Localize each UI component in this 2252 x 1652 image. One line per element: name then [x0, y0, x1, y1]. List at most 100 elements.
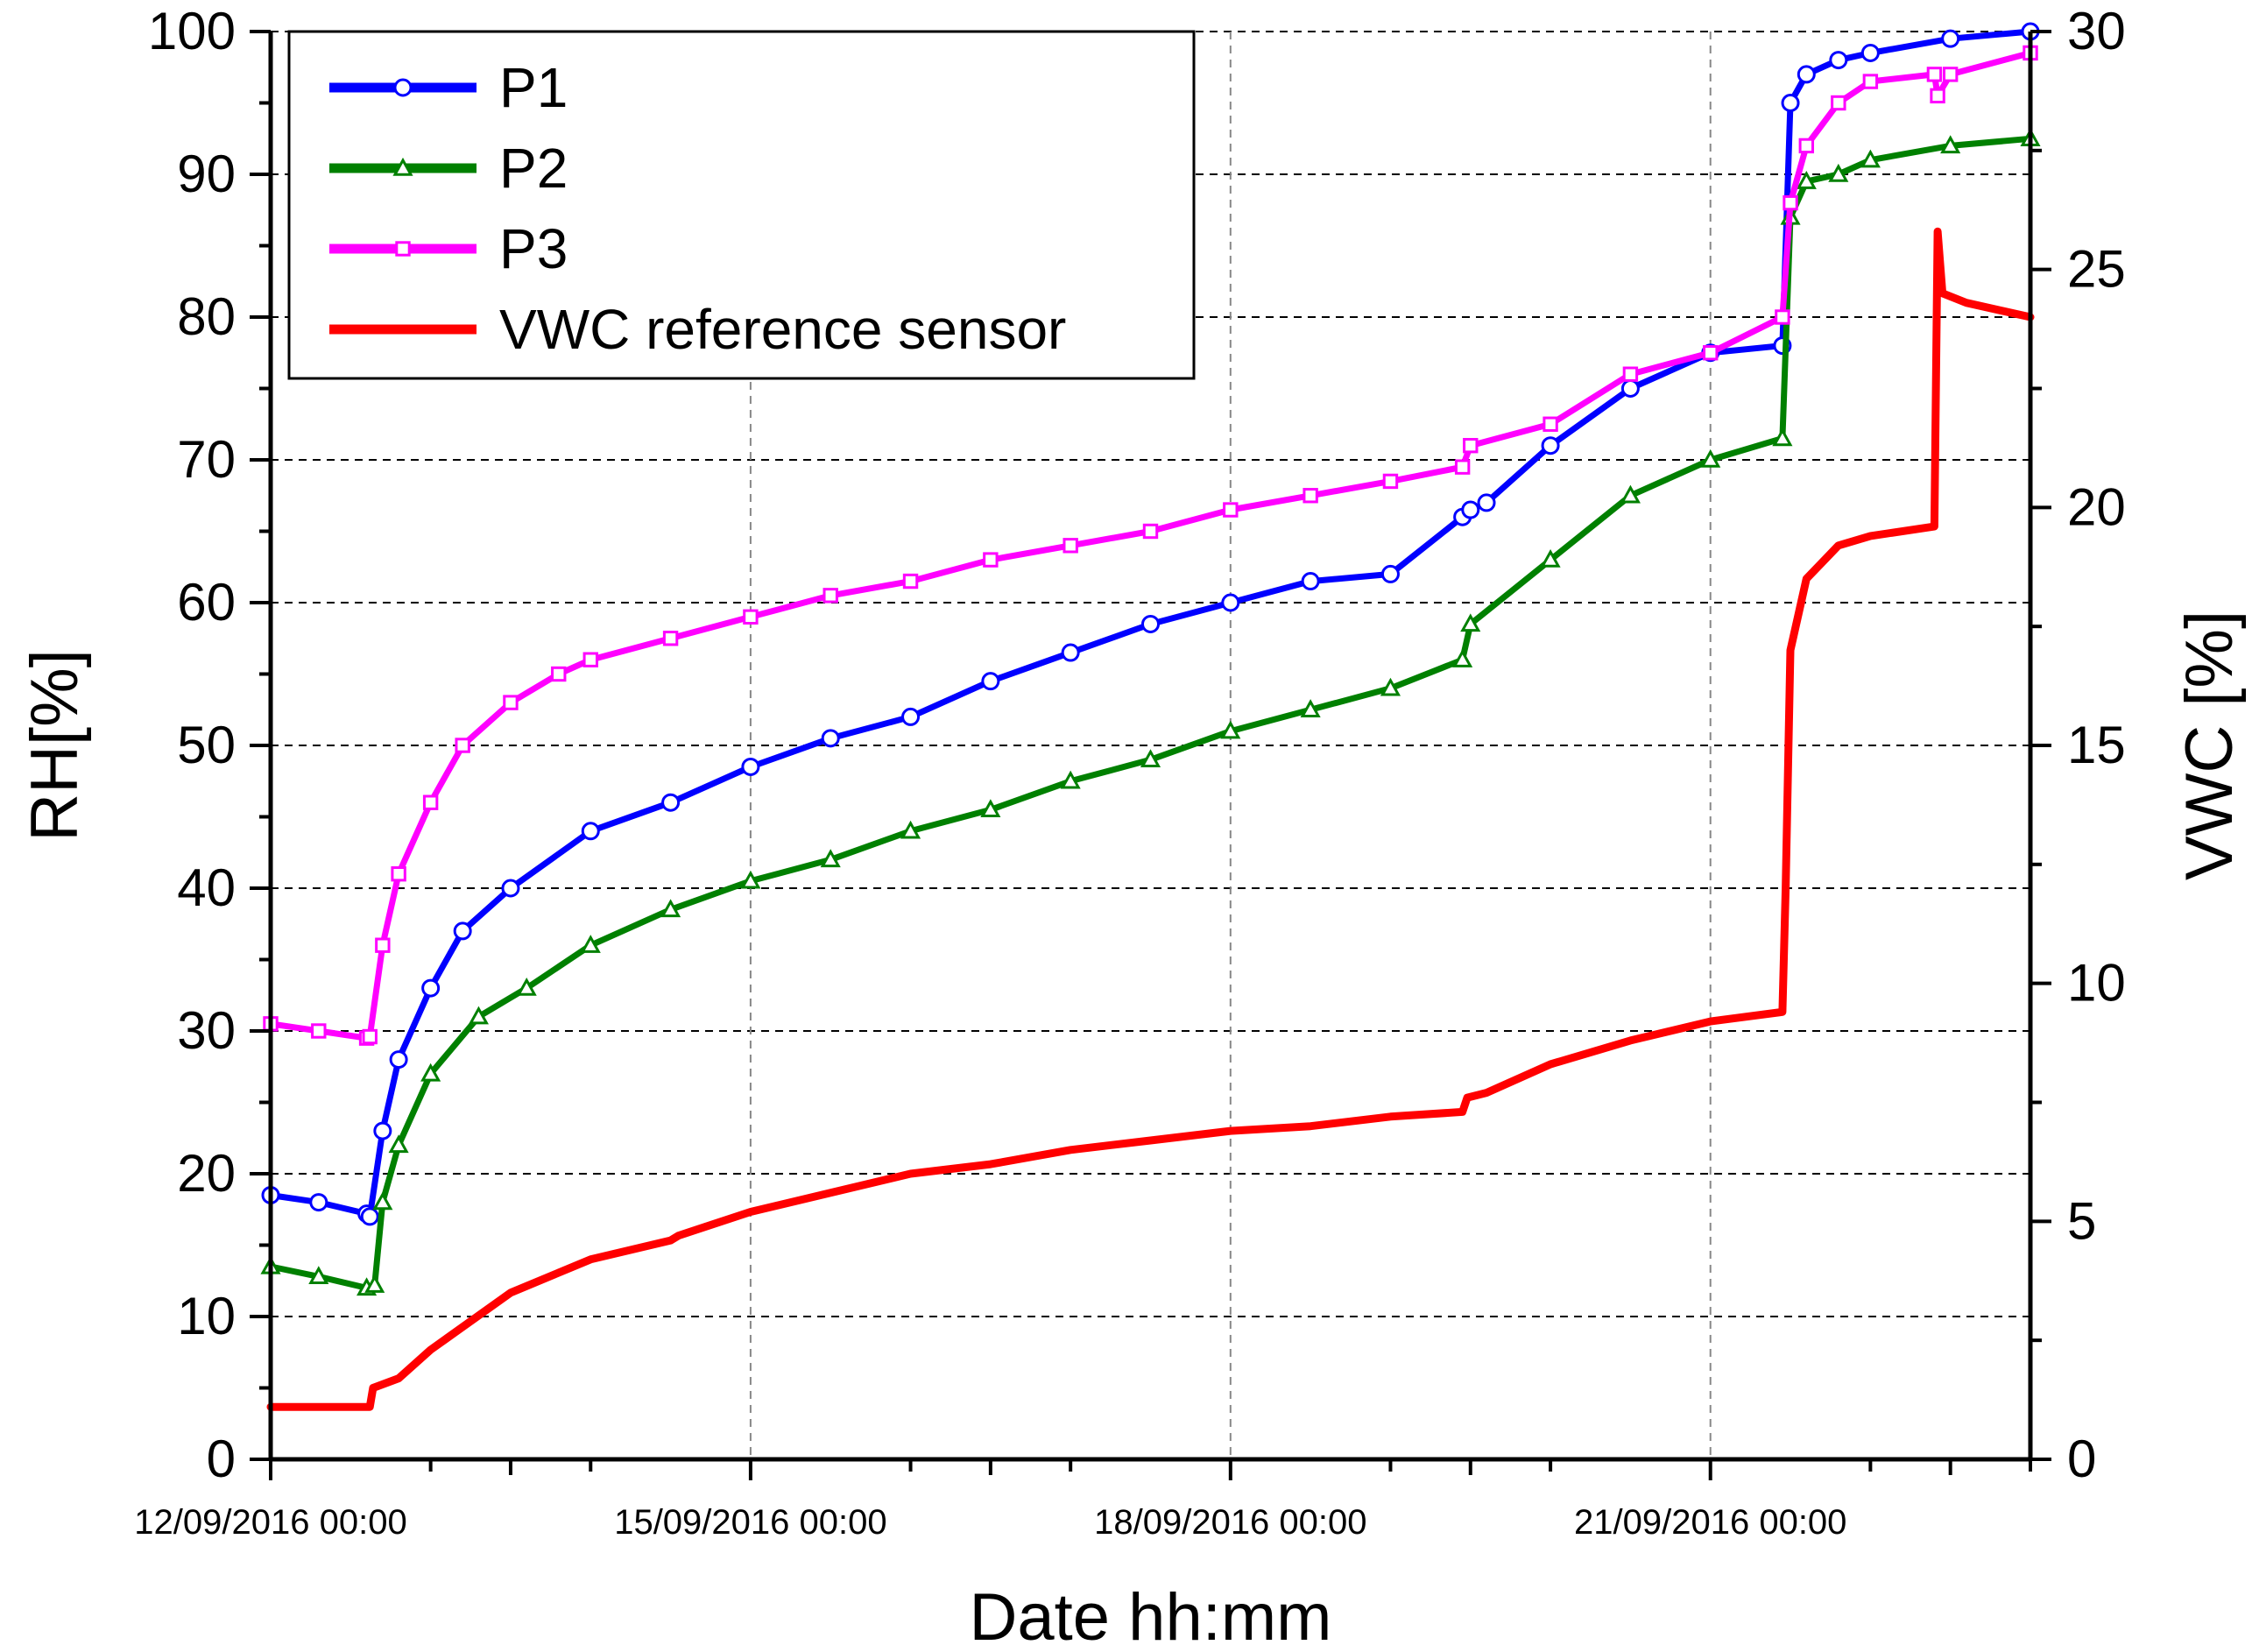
x-tick-label: 12/09/2016 00:00: [134, 1503, 406, 1542]
series-vwc-reference-sensor: [266, 227, 2035, 1411]
y-left-tick-label: 80: [177, 287, 236, 346]
data-point-p1: [821, 729, 840, 748]
y-right-tick-label: 25: [2067, 240, 2126, 299]
data-point-p2: [372, 1191, 393, 1211]
data-point-p3: [1463, 438, 1479, 454]
data-point-p3: [391, 866, 406, 882]
data-point-p3: [983, 552, 999, 568]
data-point-p2: [580, 935, 601, 953]
data-point-p1: [1141, 614, 1160, 633]
data-point-p3: [1930, 88, 1945, 104]
data-point-p1: [360, 1207, 379, 1226]
data-point-p2: [1796, 171, 1817, 189]
data-point-p2: [1620, 484, 1641, 504]
data-point-p2: [1452, 649, 1473, 667]
y-left-tick-label: 70: [177, 430, 236, 489]
y-left-tick-label: 30: [177, 1001, 236, 1060]
data-point-p1: [389, 1050, 408, 1070]
data-point-p2: [1060, 770, 1081, 789]
y-right-tick-label: 15: [2067, 716, 2126, 774]
data-point-p3: [1622, 366, 1639, 382]
data-point-p2: [820, 849, 841, 868]
legend-marker-p1: [393, 78, 413, 97]
series-group: [260, 22, 2041, 1411]
data-point-p2: [1860, 149, 1881, 168]
y-left-tick-label: 20: [177, 1144, 236, 1203]
data-point-p3: [1798, 138, 1815, 154]
series-line-vwc-reference-sensor: [266, 227, 2035, 1411]
data-point-p1: [1380, 564, 1400, 583]
data-point-p1: [1860, 43, 1880, 62]
data-point-p2: [1220, 720, 1241, 739]
data-point-p1: [1477, 493, 1496, 512]
data-point-p2: [900, 820, 921, 839]
data-point-p1: [1301, 572, 1320, 591]
data-point-p3: [362, 1028, 378, 1045]
data-point-p3: [662, 631, 679, 646]
y-left-tick-label: 10: [177, 1287, 236, 1345]
data-point-p3: [1543, 416, 1558, 432]
data-point-p1: [501, 879, 520, 898]
data-point-p1: [309, 1193, 328, 1212]
data-point-p3: [1775, 309, 1790, 325]
data-point-p1: [741, 757, 760, 776]
data-point-p2: [1540, 549, 1561, 568]
data-point-p1: [901, 707, 921, 726]
data-point-p3: [375, 937, 391, 953]
y-axis-left-title: RH[%]: [18, 649, 92, 842]
data-point-p3: [1142, 523, 1159, 540]
data-point-p2: [1460, 613, 1481, 632]
data-point-p2: [1772, 427, 1793, 447]
data-point-p1: [981, 672, 1000, 691]
y-left-tick-label: 40: [177, 858, 236, 917]
data-point-p3: [1223, 502, 1239, 518]
data-point-p1: [1541, 436, 1560, 455]
data-point-p2: [740, 870, 761, 889]
data-point-p1: [1221, 593, 1240, 612]
data-point-p3: [743, 609, 759, 625]
data-point-p2: [1140, 749, 1161, 767]
data-point-p3: [582, 652, 598, 667]
data-point-p3: [455, 738, 470, 753]
y-right-tick-label: 5: [2067, 1191, 2096, 1250]
data-point-p2: [660, 899, 681, 918]
legend-marker-p3: [395, 241, 411, 257]
y-axis-right-title: VWC [%]: [2172, 611, 2247, 880]
data-point-p1: [581, 822, 600, 841]
data-point-p2: [420, 1063, 441, 1082]
data-point-p1: [1829, 51, 1848, 70]
y-left-tick-label: 100: [148, 2, 236, 60]
y-left-tick-label: 60: [177, 573, 236, 632]
data-point-p3: [1831, 95, 1846, 111]
legend-label-p2: P2: [499, 137, 568, 200]
data-point-p2: [364, 1274, 385, 1293]
legend-label-p1: P1: [499, 56, 568, 119]
x-tick-label: 18/09/2016 00:00: [1094, 1503, 1366, 1542]
data-point-p2: [1828, 163, 1849, 182]
data-point-p2: [468, 1006, 489, 1025]
legend: P1 P2 P3 VWC reference sensor: [287, 30, 1196, 380]
y-right-tick-label: 0: [2067, 1430, 2096, 1488]
data-point-p1: [1781, 94, 1800, 112]
data-point-p1: [421, 978, 441, 998]
data-point-p2: [388, 1134, 409, 1154]
data-point-p1: [1941, 29, 1960, 48]
data-point-p2: [516, 978, 537, 996]
data-point-p1: [1061, 643, 1080, 662]
data-point-p1: [1797, 65, 1816, 84]
data-point-p3: [1862, 74, 1879, 89]
legend-label-vwc-reference-sensor: VWC reference sensor: [499, 298, 1066, 361]
data-point-p3: [551, 666, 567, 682]
y-left-tick-label: 50: [177, 716, 236, 774]
series-p3: [263, 45, 2038, 1046]
data-point-p3: [1382, 473, 1399, 490]
ticks: 0 10 20 30 40 50 60 70 80 90 100 0 5 10 15 20 25 30 12/09/…: [134, 2, 2125, 1542]
data-point-p3: [503, 695, 519, 710]
data-point-p2: [1300, 699, 1321, 717]
x-tick-label: 21/09/2016 00:00: [1574, 1503, 1846, 1542]
legend-label-p3: P3: [499, 217, 568, 280]
data-point-p2: [980, 799, 1001, 818]
y-left-tick-label: 90: [177, 145, 236, 203]
data-point-p1: [1620, 379, 1640, 398]
